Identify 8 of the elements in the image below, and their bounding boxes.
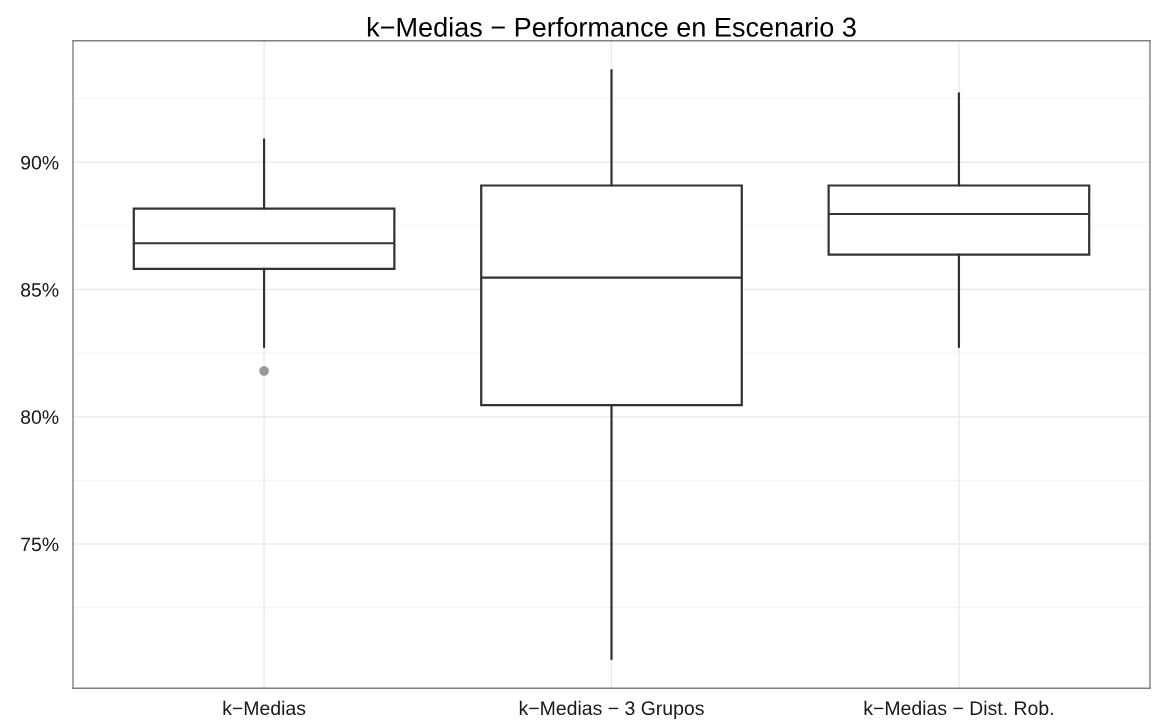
x-tick-label: k−Medias − Dist. Rob. (864, 700, 1053, 716)
y-tick-label: 80% (21, 410, 59, 425)
chart-title: k−Medias − Performance en Escenario 3 (367, 16, 856, 37)
x-tick-label: k−Medias − 3 Grupos (519, 700, 704, 719)
y-tick-label: 85% (21, 283, 59, 297)
x-tick-label: k−Medias (223, 700, 306, 716)
y-tick-label: 90% (21, 155, 59, 170)
y-tick-label: 75% (21, 537, 59, 552)
